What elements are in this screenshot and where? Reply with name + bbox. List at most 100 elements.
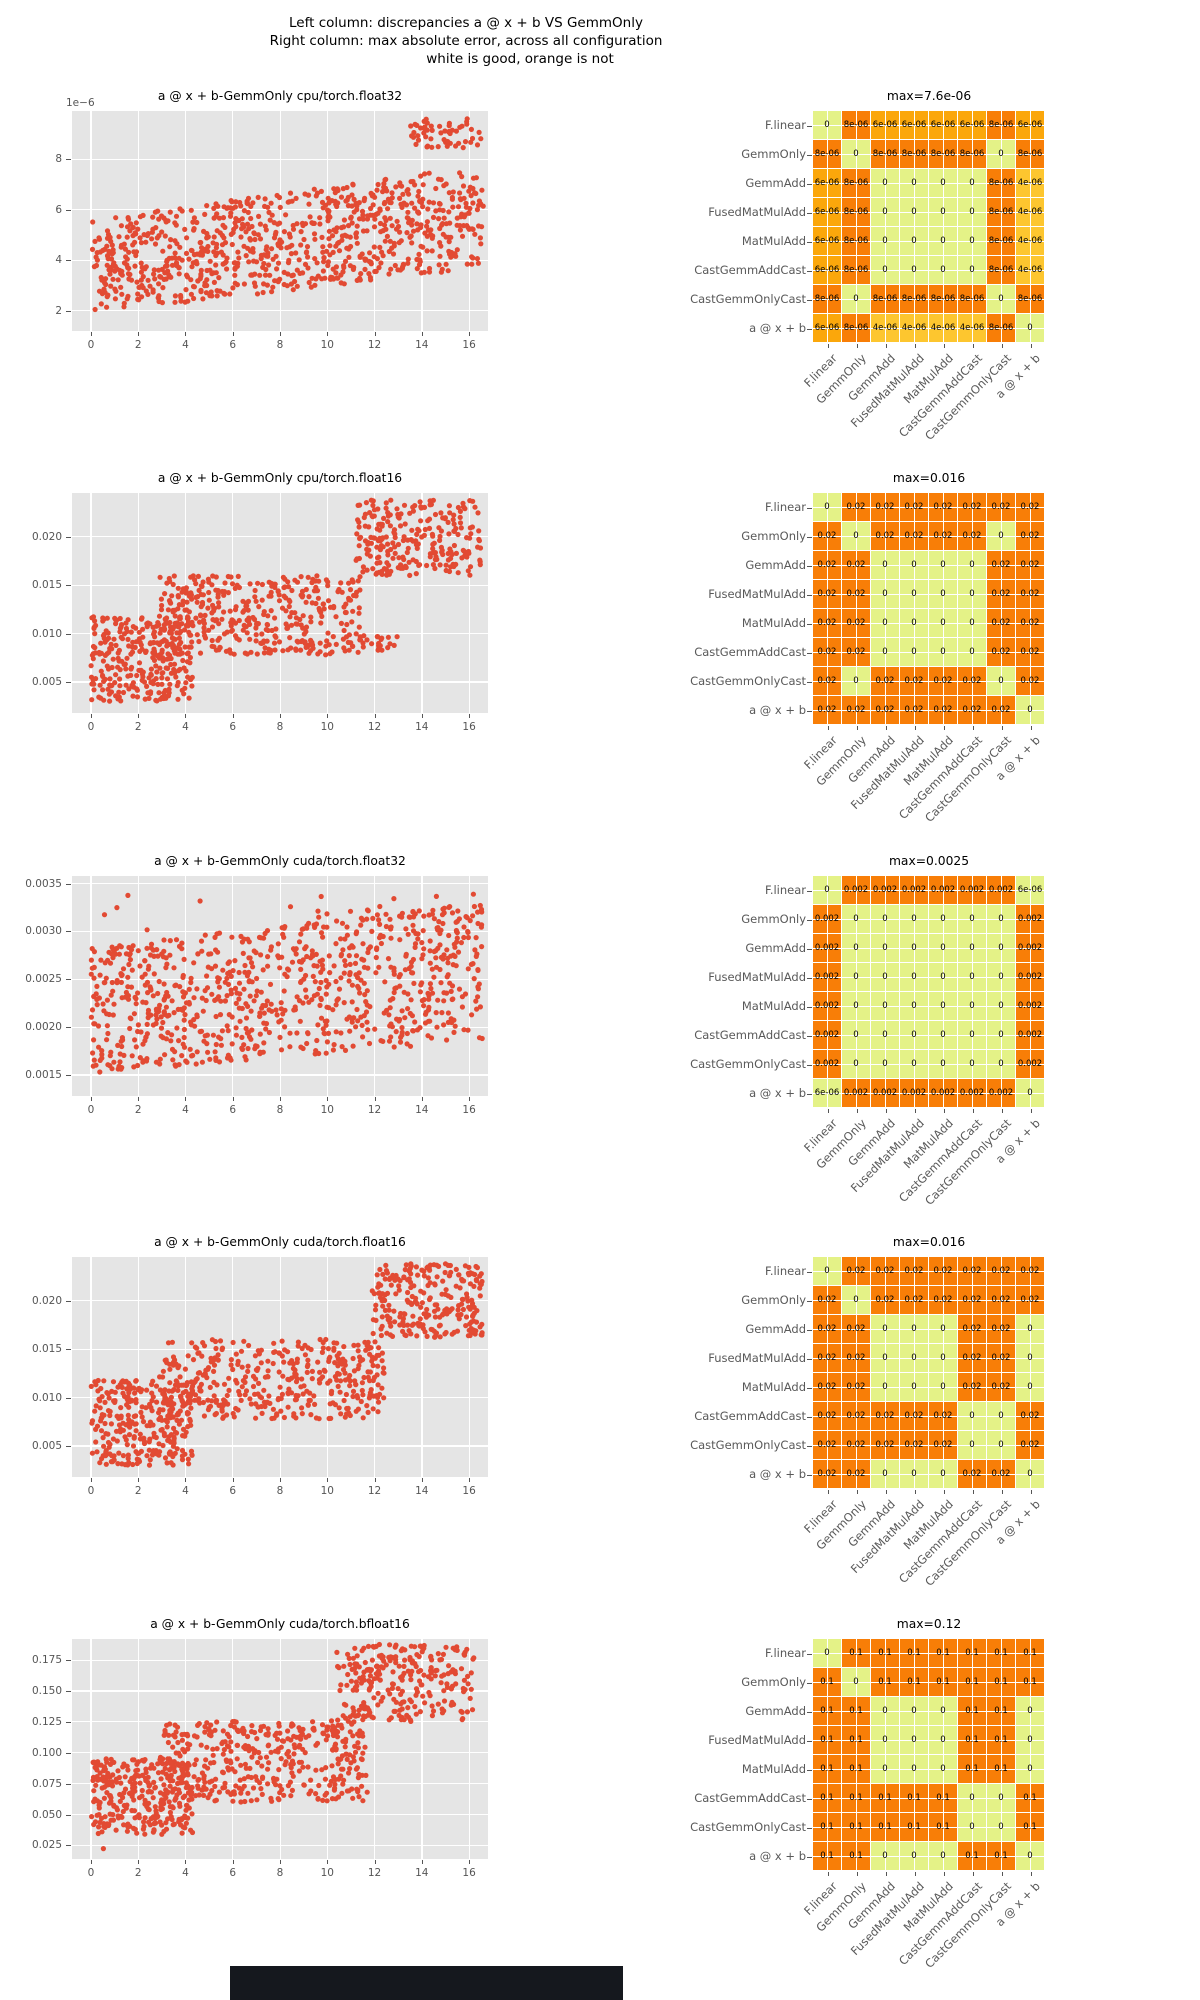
heatmap-cell-value: 0.1: [849, 1821, 863, 1832]
heatmap-cell-value: 0: [969, 206, 975, 217]
heatmap-col-tick: [972, 1872, 974, 1876]
heatmap-row-label: MatMulAdd: [741, 998, 806, 1013]
heatmap-cell: 0: [871, 1050, 899, 1078]
heatmap-cell-value: 0.02: [933, 704, 953, 715]
heatmap-cell: 0: [900, 1021, 928, 1049]
x-tick-label: 8: [276, 1104, 284, 1116]
heatmap-cell: 0.1: [987, 1726, 1015, 1754]
heatmap-cell: 0.1: [1016, 1813, 1044, 1841]
heatmap-cell-value: 0.02: [846, 1468, 866, 1479]
heatmap-cell: 0: [929, 1726, 957, 1754]
heatmap-cell: 8e-06: [842, 314, 870, 342]
heatmap-cell-value: 0.1: [1023, 1792, 1037, 1803]
heatmap-cell: 0.002: [1016, 934, 1044, 962]
heatmap-cell-value: 0.02: [1020, 1439, 1040, 1450]
heatmap-cell: 0: [958, 169, 986, 197]
y-tick-label: 8: [55, 153, 62, 166]
heatmap-cell: 0: [900, 1726, 928, 1754]
heatmap-cell-value: 0: [1027, 1468, 1033, 1479]
heatmap-cell: 0: [871, 1021, 899, 1049]
heatmap-cell-value: 6e-06: [814, 177, 840, 188]
heatmap-cell-value: 0.02: [991, 588, 1011, 599]
grid-line-vertical: [90, 1257, 92, 1477]
heatmap-col-tick: [943, 344, 945, 348]
x-tick-label: 8: [276, 339, 284, 351]
heatmap-cell-value: 0.1: [820, 1705, 834, 1716]
x-tick-label: 16: [462, 721, 476, 733]
heatmap-cell: 0: [929, 1373, 957, 1401]
grid-line-horizontal: [72, 681, 488, 683]
grid-line-horizontal: [72, 536, 488, 538]
x-tick-mark: [421, 1097, 423, 1101]
heatmap-col-tick: [914, 1872, 916, 1876]
heatmap-row-label: CastGemmAddCast: [694, 1408, 806, 1423]
heatmap-cell-value: 0: [882, 1058, 888, 1069]
heatmap-cell-value: 0: [911, 942, 917, 953]
x-tick-mark: [327, 1097, 329, 1101]
heatmap-cell: 0: [1016, 314, 1044, 342]
heatmap-cell: 8e-06: [871, 140, 899, 168]
heatmap-col-tick: [856, 1490, 858, 1494]
x-tick-label: 14: [415, 1104, 429, 1116]
heatmap-cell-value: 0.02: [991, 646, 1011, 657]
heatmap-cell: 0: [842, 1286, 870, 1314]
y-tick-label: 0.005: [31, 675, 62, 688]
heatmap-cell: 0: [900, 638, 928, 666]
heatmap-cell-value: 8e-06: [872, 148, 898, 159]
heatmap-cell-value: 0: [853, 1058, 859, 1069]
heatmap-cell-value: 0.1: [965, 1647, 979, 1658]
heatmap-cell: 0.1: [1016, 1639, 1044, 1667]
heatmap-cell-value: 0: [998, 1792, 1004, 1803]
heatmap-row-label: F.linear: [765, 1263, 806, 1278]
heatmap-cell-value: 0: [940, 646, 946, 657]
heatmap-row-tick: [807, 623, 812, 625]
heatmap-row-label: FusedMatMulAdd: [708, 204, 806, 219]
heatmap-cell-value: 0.02: [875, 1439, 895, 1450]
heatmap-cell-value: 0: [911, 1468, 917, 1479]
heatmap-cell-value: 0.02: [991, 617, 1011, 628]
heatmap-cell: 0.02: [958, 1315, 986, 1343]
heatmap-cell: 0: [842, 1021, 870, 1049]
heatmap-cell: 0.1: [958, 1697, 986, 1725]
heatmap-cell-value: 0.02: [991, 559, 1011, 570]
heatmap-cell: 0: [929, 256, 957, 284]
heatmap-cell-value: 0: [969, 235, 975, 246]
heatmap-cell: 0: [929, 1460, 957, 1488]
heatmap-cell-value: 8e-06: [959, 293, 985, 304]
heatmap-cell-value: 0.02: [846, 646, 866, 657]
heatmap-cell: 0: [929, 963, 957, 991]
heatmap-cell-value: 8e-06: [872, 293, 898, 304]
heatmap-cell: 0.02: [987, 1460, 1015, 1488]
heatmap-cell: 8e-06: [871, 285, 899, 313]
y-tick-mark: [66, 1074, 71, 1076]
heatmap-cell: 0.02: [929, 696, 957, 724]
heatmap-cell-value: 0.02: [1020, 675, 1040, 686]
grid-line-vertical: [184, 876, 187, 1096]
heatmap-cell-value: 0.002: [814, 1000, 840, 1011]
grid-line-vertical: [421, 1257, 423, 1477]
heatmap-cell-value: 0.002: [814, 1058, 840, 1069]
x-tick-label: 0: [87, 339, 95, 351]
heatmap-cell-value: 0: [1027, 1352, 1033, 1363]
heatmap-cell: 8e-06: [987, 169, 1015, 197]
heatmap-cell-value: 0: [911, 1705, 917, 1716]
x-tick-label: 16: [462, 339, 476, 351]
heatmap-cell-value: 0: [969, 1821, 975, 1832]
heatmap-cell-value: 0: [998, 1439, 1004, 1450]
heatmap-cell-value: 0: [940, 1323, 946, 1334]
heatmap-cell: 0: [842, 667, 870, 695]
heatmap-cell: 0: [813, 111, 841, 139]
heatmap-cell-value: 0.1: [820, 1763, 834, 1774]
grid-line-vertical: [184, 111, 187, 331]
heatmap-col-tick: [1030, 344, 1032, 348]
heatmap-cell: 0: [987, 522, 1015, 550]
heatmap-cell-value: 0.002: [872, 1087, 898, 1098]
grid-line-horizontal: [72, 1844, 488, 1847]
x-tick-label: 2: [134, 1867, 142, 1879]
heatmap-cell: 0.1: [958, 1639, 986, 1667]
heatmap-cell: 0: [987, 140, 1015, 168]
heatmap-cell: 0: [842, 963, 870, 991]
x-tick-label: 14: [415, 1867, 429, 1879]
heatmap-row-tick: [807, 183, 812, 185]
heatmap-cell: 0.02: [958, 1257, 986, 1285]
